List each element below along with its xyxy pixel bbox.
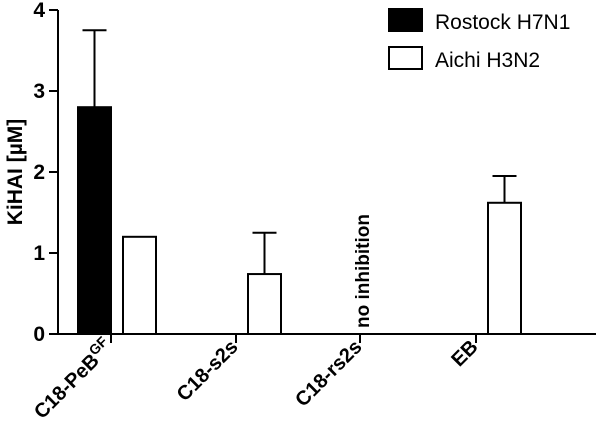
x-category-label-text: C18-rs2s xyxy=(291,336,366,411)
y-tick-label: 4 xyxy=(33,0,45,22)
y-tick-label: 0 xyxy=(33,323,45,346)
bar-aichi-h3n2-0 xyxy=(122,235,157,335)
x-axis: C18-PeBGF C18-s2s C18-rs2s EB xyxy=(27,333,596,424)
annotation-no-inhibition: no inhibition xyxy=(353,214,374,328)
x-category-label: C18-s2s xyxy=(173,336,243,406)
y-axis-title: KiHAI [µM] xyxy=(4,119,27,226)
legend-label: Rostock H7N1 xyxy=(435,11,570,34)
x-category-label-text: C18-PeB xyxy=(30,350,104,424)
bars-group xyxy=(77,29,522,335)
y-tick-label: 2 xyxy=(33,161,45,184)
x-category-label: C18-rs2s xyxy=(291,336,366,411)
y-tick-label: 1 xyxy=(33,242,45,265)
x-category-label-text: C18-s2s xyxy=(173,336,243,406)
legend-swatch-aichi-h3n2 xyxy=(388,46,423,70)
y-tick-label: 3 xyxy=(33,80,45,103)
bar-aichi-h3n2-1 xyxy=(247,273,282,335)
x-category-label-text: EB xyxy=(447,336,482,371)
annotations-group: no inhibition xyxy=(353,214,374,328)
x-category-label: C18-PeBGF xyxy=(27,333,118,424)
legend: Rostock H7N1 Aichi H3N2 xyxy=(388,8,570,72)
legend-swatch-rostock-h7n1 xyxy=(388,8,423,32)
bar-aichi-h3n2-3 xyxy=(487,201,522,335)
bar-rostock-h7n1-0 xyxy=(77,106,112,335)
y-axis: 0 1 2 3 4 xyxy=(33,0,59,346)
legend-label: Aichi H3N2 xyxy=(435,49,540,72)
x-category-label: EB xyxy=(447,336,482,371)
